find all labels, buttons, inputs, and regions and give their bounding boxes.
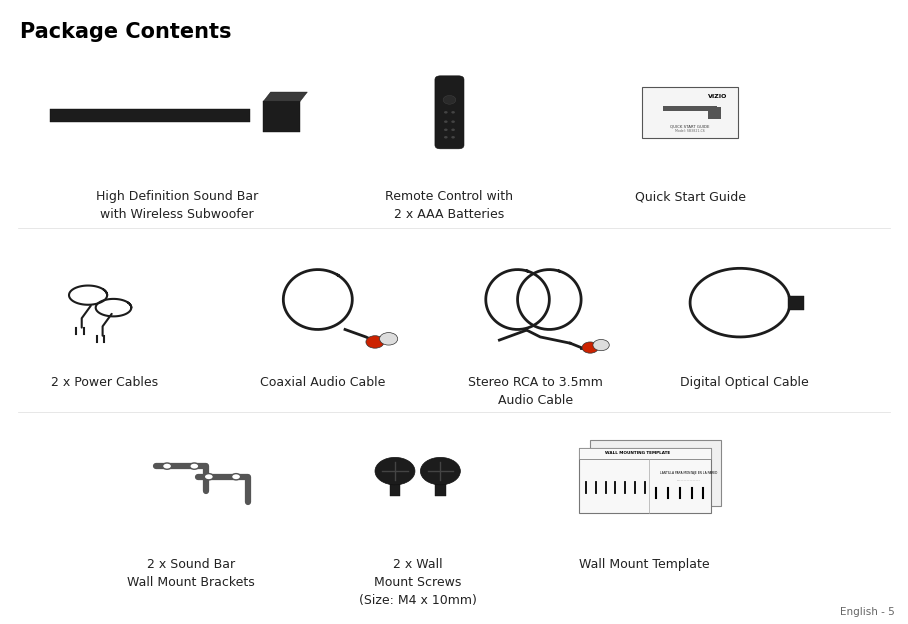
Text: LANTILLA PARA MONTAJE EN LA PARED: LANTILLA PARA MONTAJE EN LA PARED [659,471,717,475]
Text: 2 x Wall
Mount Screws
(Size: M4 x 10mm): 2 x Wall Mount Screws (Size: M4 x 10mm) [359,558,477,608]
Text: Coaxial Audio Cable: Coaxial Audio Cable [260,376,385,389]
Bar [663,106,717,111]
Text: English - 5: English - 5 [840,607,894,617]
FancyBboxPatch shape [435,76,464,149]
Text: WALL MOUNTING TEMPLATE: WALL MOUNTING TEMPLATE [605,451,670,456]
Text: ________________: ________________ [676,477,700,481]
Text: Package Contents: Package Contents [20,22,232,42]
Circle shape [444,120,448,123]
Text: Digital Optical Cable: Digital Optical Cable [680,376,809,389]
Circle shape [451,111,455,114]
Circle shape [366,336,384,348]
Text: Quick Start Guide: Quick Start Guide [635,190,745,203]
Text: High Definition Sound Bar
with Wireless Subwoofer: High Definition Sound Bar with Wireless … [96,190,258,222]
Circle shape [582,342,598,353]
Text: Remote Control with
2 x AAA Batteries: Remote Control with 2 x AAA Batteries [386,190,513,222]
Circle shape [444,111,448,114]
Bar [50,109,250,122]
Text: QUICK START GUIDE: QUICK START GUIDE [670,124,710,128]
Bar [579,448,711,513]
Circle shape [420,457,460,485]
Text: Wall Mount Template: Wall Mount Template [579,558,710,572]
Circle shape [190,463,199,469]
Circle shape [444,129,448,131]
Text: Stereo RCA to 3.5mm
Audio Cable: Stereo RCA to 3.5mm Audio Cable [469,376,603,407]
Text: 2 x Sound Bar
Wall Mount Brackets: 2 x Sound Bar Wall Mount Brackets [127,558,254,590]
Text: VIZIO: VIZIO [707,94,727,99]
Circle shape [444,136,448,139]
Bar [390,471,400,496]
Bar [788,296,804,310]
Circle shape [204,474,213,480]
Text: Model: SB3821-C6: Model: SB3821-C6 [676,129,705,133]
Bar [579,448,711,459]
Bar [643,87,738,138]
Bar [708,107,721,119]
Circle shape [593,339,609,351]
Bar [263,102,300,132]
Circle shape [163,463,172,469]
Circle shape [375,457,415,485]
Polygon shape [263,92,307,102]
Circle shape [451,136,455,139]
Circle shape [232,474,241,480]
Bar [435,471,446,496]
Text: 2 x Power Cables: 2 x Power Cables [51,376,158,389]
Circle shape [451,120,455,123]
Circle shape [443,95,456,104]
Circle shape [451,129,455,131]
Bar [590,441,721,505]
Circle shape [380,333,398,345]
